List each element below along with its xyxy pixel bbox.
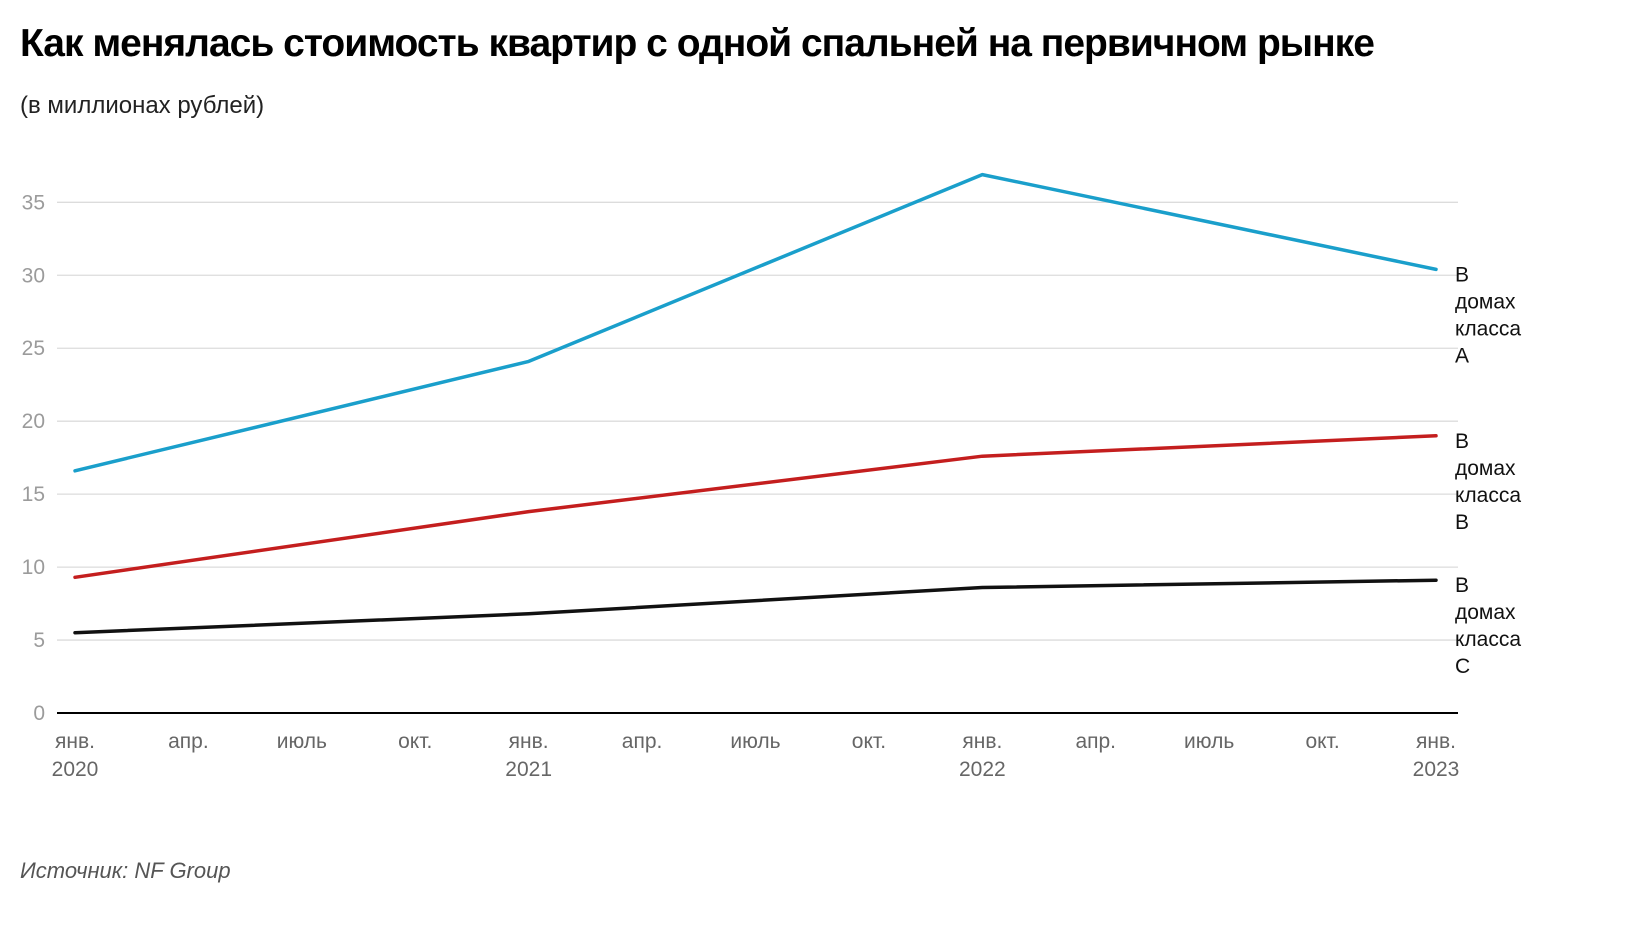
x-tick-label-2: июль	[277, 730, 327, 753]
x-tick-label-9: апр.	[1075, 730, 1116, 753]
y-axis-ticks: 0 5 10 15 20 25 30 35	[22, 191, 45, 725]
y-tick-label-15: 15	[22, 483, 45, 506]
y-tick-label-30: 30	[22, 264, 45, 287]
x-tick-year-12: 2023	[1413, 758, 1460, 781]
x-tick-label-8: янв.	[962, 730, 1002, 753]
x-tick-label-4: янв.	[509, 730, 549, 753]
chart-title: Как менялась стоимость квартир с одной с…	[20, 22, 1375, 65]
x-tick-label-1: апр.	[168, 730, 209, 753]
y-tick-label-5: 5	[33, 629, 45, 652]
x-axis-ticks: янв. 2020 апр. июль окт. янв. 2021 апр. июль окт.…	[52, 730, 1460, 781]
x-tick-year-0: 2020	[52, 758, 99, 781]
series-line-1	[73, 434, 1438, 580]
x-tick-year-4: 2021	[505, 758, 552, 781]
y-tick-label-0: 0	[33, 702, 45, 725]
x-tick-label-3: окт.	[398, 730, 432, 753]
series-line-0	[73, 172, 1438, 473]
x-tick-label-11: окт.	[1305, 730, 1339, 753]
y-tick-label-10: 10	[22, 556, 45, 579]
y-tick-label-20: 20	[22, 410, 45, 433]
x-tick-year-8: 2022	[959, 758, 1006, 781]
series-lines	[73, 172, 1438, 635]
x-tick-label-7: окт.	[852, 730, 886, 753]
series-line-2	[73, 578, 1438, 635]
chart-subtitle: (в миллионах рублей)	[20, 92, 265, 119]
y-tick-label-35: 35	[22, 191, 45, 214]
x-tick-label-0: янв.	[55, 730, 95, 753]
x-tick-label-6: июль	[730, 730, 780, 753]
x-tick-label-5: апр.	[622, 730, 663, 753]
y-tick-label-25: 25	[22, 337, 45, 360]
x-tick-label-12: янв.	[1416, 730, 1456, 753]
x-tick-label-10: июль	[1184, 730, 1234, 753]
gridlines	[57, 201, 1458, 641]
source-note: Источник: NF Group	[20, 858, 231, 883]
